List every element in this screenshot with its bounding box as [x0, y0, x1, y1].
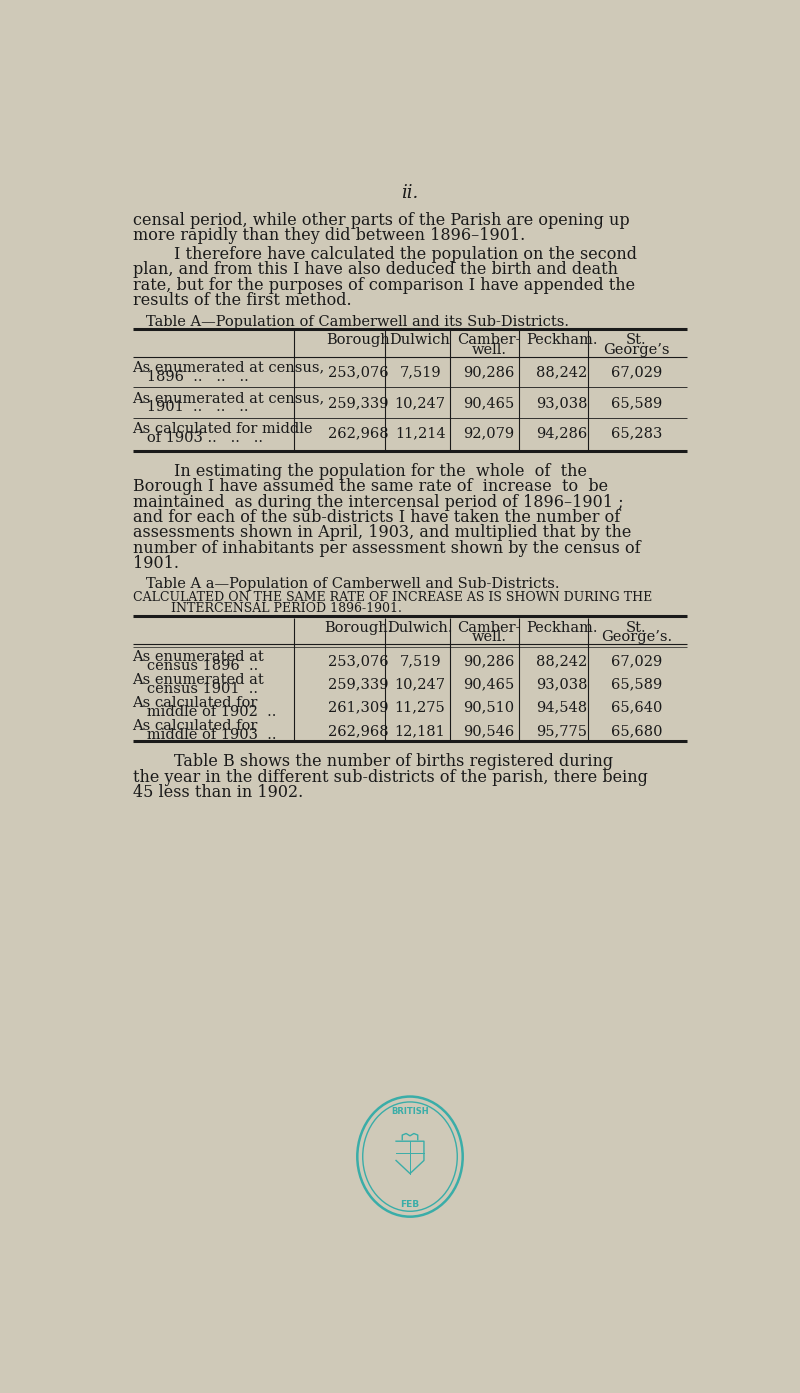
Text: plan, and from this I have also deduced the birth and death: plan, and from this I have also deduced … [133, 260, 618, 279]
Text: well.: well. [471, 343, 506, 357]
Text: 90,465: 90,465 [463, 396, 514, 410]
Text: As calculated for: As calculated for [133, 719, 258, 733]
Text: Table A—Population of Camberwell and its Sub-Districts.: Table A—Population of Camberwell and its… [146, 315, 570, 329]
Text: 65,640: 65,640 [610, 701, 662, 715]
Text: As calculated for: As calculated for [133, 696, 258, 710]
Text: 90,465: 90,465 [463, 677, 514, 692]
Text: 90,546: 90,546 [463, 724, 514, 738]
Text: 1896  ..   ..   ..: 1896 .. .. .. [133, 369, 248, 383]
Text: 94,548: 94,548 [536, 701, 587, 715]
Text: Table B shows the number of births registered during: Table B shows the number of births regis… [133, 754, 613, 770]
Text: Table A a—Population of Camberwell and Sub-Districts.: Table A a—Population of Camberwell and S… [146, 577, 560, 591]
Text: 1901  ..   ..   ..: 1901 .. .. .. [133, 400, 248, 415]
Text: 88,242: 88,242 [536, 655, 587, 669]
Text: 1901.: 1901. [133, 556, 178, 573]
Text: 45 less than in 1902.: 45 less than in 1902. [133, 784, 302, 801]
Text: George’s.: George’s. [601, 630, 672, 644]
Text: Peckham.: Peckham. [526, 621, 598, 635]
Text: As enumerated at: As enumerated at [133, 673, 264, 687]
Text: the year in the different sub-districts of the parish, there being: the year in the different sub-districts … [133, 769, 647, 786]
Text: well.: well. [471, 630, 506, 644]
Text: 261,309: 261,309 [328, 701, 388, 715]
Text: ii.: ii. [402, 184, 418, 202]
Text: and for each of the sub-districts I have taken the number of: and for each of the sub-districts I have… [133, 508, 620, 527]
Text: 88,242: 88,242 [536, 365, 587, 379]
Text: George’s: George’s [603, 343, 670, 357]
Text: middle of 1903  ..: middle of 1903 .. [133, 729, 276, 742]
Text: more rapidly than they did between 1896–1901.: more rapidly than they did between 1896–… [133, 227, 525, 244]
Text: 65,589: 65,589 [610, 396, 662, 410]
Text: As enumerated at: As enumerated at [133, 651, 264, 664]
Text: 11,214: 11,214 [394, 426, 446, 440]
Text: BRITISH: BRITISH [391, 1107, 429, 1116]
Text: 65,283: 65,283 [610, 426, 662, 440]
Text: number of inhabitants per assessment shown by the census of: number of inhabitants per assessment sho… [133, 540, 640, 557]
Text: As enumerated at census,: As enumerated at census, [133, 361, 325, 375]
Text: middle of 1902  ..: middle of 1902 .. [133, 705, 276, 719]
Text: 67,029: 67,029 [610, 655, 662, 669]
Text: of 1903 ..   ..   ..: of 1903 .. .. .. [133, 432, 262, 446]
Text: 7,519: 7,519 [399, 365, 441, 379]
Text: 94,286: 94,286 [536, 426, 587, 440]
Text: As calculated for middle: As calculated for middle [133, 422, 313, 436]
Text: 262,968: 262,968 [328, 724, 388, 738]
Text: 11,275: 11,275 [394, 701, 446, 715]
Text: Peckham.: Peckham. [526, 333, 598, 347]
Text: censal period, while other parts of the Parish are opening up: censal period, while other parts of the … [133, 212, 629, 228]
Text: Borough I have assumed the same rate of  increase  to  be: Borough I have assumed the same rate of … [133, 478, 608, 496]
Text: 90,286: 90,286 [463, 365, 514, 379]
Text: 259,339: 259,339 [328, 677, 388, 692]
Text: As enumerated at census,: As enumerated at census, [133, 391, 325, 405]
Text: 253,076: 253,076 [328, 365, 388, 379]
Text: census 1896  ..: census 1896 .. [133, 659, 258, 673]
Text: St.: St. [626, 621, 646, 635]
Text: INTERCENSAL PERIOD 1896-1901.: INTERCENSAL PERIOD 1896-1901. [170, 602, 402, 616]
Text: 262,968: 262,968 [328, 426, 388, 440]
Text: 65,680: 65,680 [610, 724, 662, 738]
Text: Camber-: Camber- [458, 621, 521, 635]
Text: rate, but for the purposes of comparison I have appended the: rate, but for the purposes of comparison… [133, 276, 634, 294]
Text: FEB: FEB [401, 1199, 419, 1209]
Text: 7,519: 7,519 [399, 655, 441, 669]
Text: In estimating the population for the  whole  of  the: In estimating the population for the who… [133, 462, 586, 479]
Text: Dulwich.: Dulwich. [387, 621, 453, 635]
Text: census 1901  ..: census 1901 .. [133, 683, 258, 696]
Text: 67,029: 67,029 [610, 365, 662, 379]
Text: 93,038: 93,038 [536, 677, 588, 692]
Text: 95,775: 95,775 [537, 724, 587, 738]
Text: assessments shown in April, 1903, and multiplied that by the: assessments shown in April, 1903, and mu… [133, 524, 631, 542]
Text: Borough.: Borough. [324, 621, 392, 635]
Text: 90,286: 90,286 [463, 655, 514, 669]
Text: St.: St. [626, 333, 646, 347]
Text: 253,076: 253,076 [328, 655, 388, 669]
Text: 65,589: 65,589 [610, 677, 662, 692]
Text: 92,079: 92,079 [463, 426, 514, 440]
Text: 259,339: 259,339 [328, 396, 388, 410]
Text: 90,510: 90,510 [463, 701, 514, 715]
Text: Borough: Borough [326, 333, 390, 347]
Text: results of the first method.: results of the first method. [133, 293, 351, 309]
Text: maintained  as during the intercensal period of 1896–1901 ;: maintained as during the intercensal per… [133, 493, 623, 511]
Text: Dulwich: Dulwich [390, 333, 450, 347]
Text: 10,247: 10,247 [394, 396, 446, 410]
Text: 93,038: 93,038 [536, 396, 588, 410]
Text: 10,247: 10,247 [394, 677, 446, 692]
Text: Camber-: Camber- [458, 333, 521, 347]
Text: CALCULATED ON THE SAME RATE OF INCREASE AS IS SHOWN DURING THE: CALCULATED ON THE SAME RATE OF INCREASE … [133, 591, 652, 603]
Text: I therefore have calculated the population on the second: I therefore have calculated the populati… [133, 245, 637, 263]
Text: 12,181: 12,181 [394, 724, 446, 738]
